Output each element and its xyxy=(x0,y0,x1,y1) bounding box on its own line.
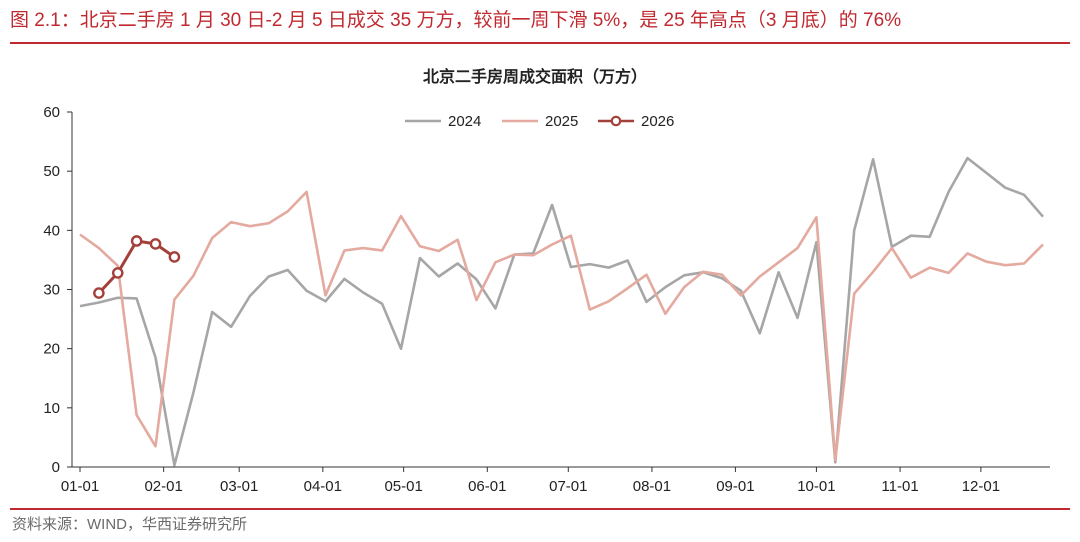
y-tick-label: 30 xyxy=(43,282,60,299)
x-tick-label: 09-01 xyxy=(716,478,754,495)
data-point-2026 xyxy=(168,251,181,263)
x-tick-label: 02-01 xyxy=(144,478,182,495)
legend-label-2024: 2024 xyxy=(448,113,481,130)
x-tick-label: 01-01 xyxy=(61,478,99,495)
plot-area xyxy=(79,156,1044,467)
data-point-2026 xyxy=(111,267,124,279)
x-tick-label: 07-01 xyxy=(549,478,587,495)
x-tick-label: 10-01 xyxy=(797,478,835,495)
x-tick-label: 11-01 xyxy=(881,478,918,495)
y-tick-label: 10 xyxy=(43,400,60,417)
chart-axes: 0 10 20 30 40 50 60 01-01 02-01 03-01 04-01 05-01 06… xyxy=(43,104,1050,495)
source-note: 资料来源：WIND，华西证券研究所 xyxy=(12,516,247,533)
series-line-2026 xyxy=(97,239,176,295)
data-point-2026 xyxy=(149,238,162,250)
chart-title: 北京二手房周成交面积（万方） xyxy=(423,67,647,86)
series-line-2024 xyxy=(79,156,1044,467)
y-tick-label: 60 xyxy=(43,104,60,121)
x-tick-label: 05-01 xyxy=(384,478,422,495)
y-tick-label: 0 xyxy=(52,459,60,476)
x-tick-label: 06-01 xyxy=(468,478,506,495)
legend-label-2025: 2025 xyxy=(545,113,578,130)
y-tick-label: 40 xyxy=(43,222,60,239)
y-tick-label: 20 xyxy=(43,341,60,358)
legend-label-2026: 2026 xyxy=(641,113,674,130)
legend-marker-2026 xyxy=(610,115,622,127)
x-tick-label: 03-01 xyxy=(220,478,258,495)
source-divider xyxy=(10,508,1070,510)
series-line-2025 xyxy=(79,190,1044,462)
line-chart: 北京二手房周成交面积（万方） 2024 2025 2026 0 10 20 30 40 50 6… xyxy=(43,67,1050,495)
x-tick-label: 04-01 xyxy=(304,478,342,495)
x-tick-label: 12-01 xyxy=(962,478,1000,495)
data-point-2026 xyxy=(93,287,105,299)
data-point-2026 xyxy=(130,235,143,247)
title-divider xyxy=(10,42,1070,44)
x-tick-label: 08-01 xyxy=(633,478,671,495)
y-tick-label: 50 xyxy=(43,163,60,180)
chart-legend: 2024 2025 2026 xyxy=(405,113,674,130)
figure-title: 图 2.1：北京二手房 1 月 30 日-2 月 5 日成交 35 万方，较前一… xyxy=(10,10,902,31)
